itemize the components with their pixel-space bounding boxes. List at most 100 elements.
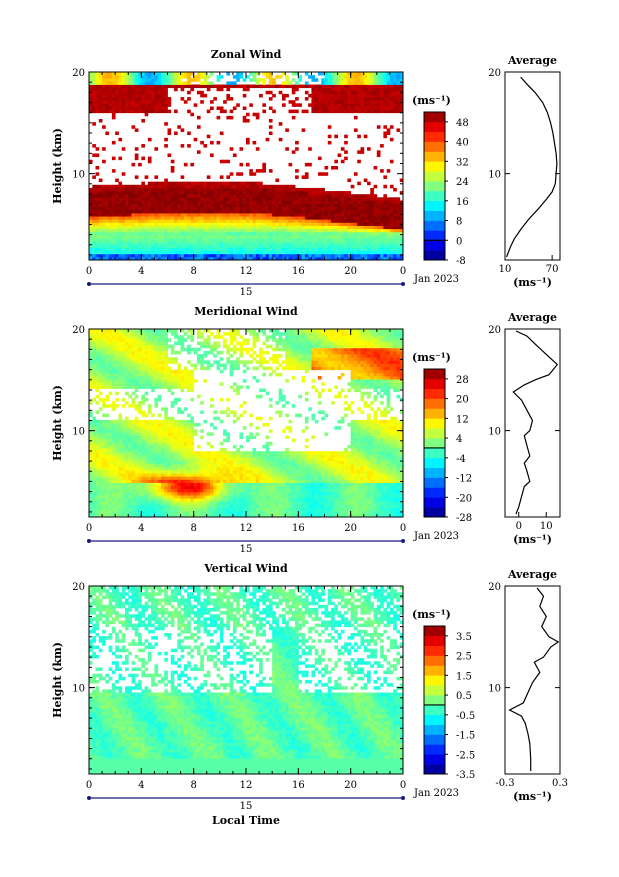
heatmap-cell (318, 251, 322, 255)
heatmap-cell (187, 182, 191, 186)
heatmap-cell (164, 229, 168, 233)
heatmap-cell (279, 476, 283, 480)
heatmap-cell (223, 508, 227, 512)
heatmap-cell (311, 106, 315, 110)
heatmap-cell (325, 504, 329, 508)
heatmap-cell (128, 72, 132, 76)
heatmap-cell (148, 97, 152, 101)
heatmap-cell (161, 219, 165, 223)
heatmap-cell (105, 244, 109, 248)
heatmap-cell (377, 75, 381, 79)
heatmap-cell (357, 232, 361, 236)
heatmap-cell (145, 175, 149, 179)
heatmap-cell (249, 219, 253, 223)
heatmap-cell (367, 470, 371, 474)
heatmap-cell (315, 110, 319, 114)
heatmap-cell (380, 144, 384, 148)
heatmap-cell (367, 75, 371, 79)
heatmap-cell (308, 251, 312, 255)
heatmap-cell (364, 91, 368, 95)
heatmap-cell (102, 235, 106, 239)
heatmap-cell (161, 210, 165, 214)
heatmap-cell (154, 94, 158, 98)
heatmap-cell (118, 94, 122, 98)
heatmap-cell (279, 194, 283, 198)
heatmap-cell (164, 479, 168, 483)
heatmap-cell (383, 238, 387, 242)
heatmap-cell (275, 492, 279, 496)
heatmap-cell (233, 226, 237, 230)
heatmap-cell (226, 194, 230, 198)
heatmap-cell (285, 81, 289, 85)
heatmap-cell (325, 476, 329, 480)
heatmap-cell (197, 501, 201, 505)
heatmap-cell (112, 88, 116, 92)
heatmap-cell (181, 81, 185, 85)
heatmap-cell (118, 473, 122, 477)
heatmap-cell (289, 473, 293, 477)
heatmap-cell (256, 479, 260, 483)
heatmap-cell (334, 85, 338, 89)
heatmap-cell (226, 470, 230, 474)
heatmap-cell (328, 141, 332, 145)
heatmap-cell (377, 241, 381, 245)
heatmap-cell (230, 182, 234, 186)
heatmap-cell (223, 188, 227, 192)
heatmap-cell (171, 504, 175, 508)
heatmap-cell (380, 473, 384, 477)
heatmap-cell (161, 476, 165, 480)
heatmap-cell (161, 492, 165, 496)
heatmap-cell (125, 511, 129, 515)
heatmap-cell (99, 81, 103, 85)
heatmap-cell (341, 147, 345, 151)
heatmap-cell (105, 238, 109, 242)
heatmap-cell (374, 495, 378, 499)
heatmap-cell (168, 153, 172, 157)
heatmap-cell (341, 511, 345, 515)
heatmap-cell (344, 150, 348, 154)
heatmap-cell (357, 88, 361, 92)
heatmap-cell (282, 489, 286, 493)
heatmap-cell (344, 501, 348, 505)
heatmap-cell (203, 188, 207, 192)
heatmap-cell (220, 222, 224, 226)
heatmap-cell (269, 185, 273, 189)
heatmap-cell (226, 486, 230, 490)
heatmap-cell (197, 185, 201, 189)
heatmap-cell (109, 467, 113, 471)
heatmap-cell (96, 191, 100, 195)
heatmap-cell (387, 238, 391, 242)
heatmap-cell (334, 194, 338, 198)
heatmap-cell (390, 106, 394, 110)
heatmap-cell (151, 219, 155, 223)
heatmap-cell (367, 213, 371, 217)
heatmap-cell (161, 504, 165, 508)
heatmap-cell (118, 88, 122, 92)
heatmap-cell (226, 489, 230, 493)
heatmap-cell (233, 204, 237, 208)
heatmap-cell (213, 97, 217, 101)
heatmap-cell (148, 498, 152, 502)
heatmap-cell (351, 486, 355, 490)
heatmap-cell (259, 501, 263, 505)
heatmap-cell (393, 210, 397, 214)
heatmap-cell (331, 106, 335, 110)
heatmap-cell (135, 470, 139, 474)
heatmap-cell (125, 229, 129, 233)
heatmap-cell (377, 508, 381, 512)
heatmap-cell (318, 498, 322, 502)
heatmap-cell (203, 222, 207, 226)
heatmap-cell (174, 511, 178, 515)
heatmap-cell (115, 232, 119, 236)
heatmap-cell (168, 72, 172, 76)
heatmap-cell (200, 94, 204, 98)
heatmap-cell (374, 222, 378, 226)
heatmap-cell (292, 78, 296, 82)
heatmap-cell (262, 476, 266, 480)
heatmap-cell (213, 235, 217, 239)
heatmap-cell (321, 226, 325, 230)
heatmap-cell (174, 492, 178, 496)
heatmap-cell (164, 508, 168, 512)
heatmap-cell (148, 188, 152, 192)
heatmap-cell (168, 100, 172, 104)
